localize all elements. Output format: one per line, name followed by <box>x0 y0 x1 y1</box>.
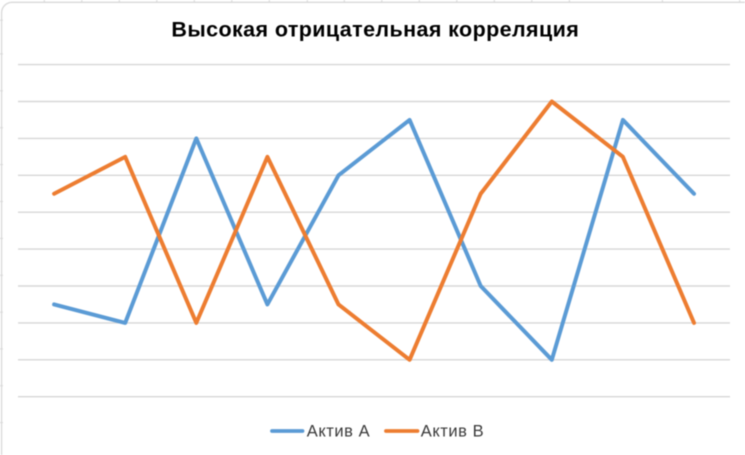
svg-text:Высокая отрицательная корреляц: Высокая отрицательная корреляция <box>171 18 579 42</box>
svg-text:Актив А: Актив А <box>307 422 370 440</box>
svg-text:Актив В: Актив В <box>421 422 484 440</box>
